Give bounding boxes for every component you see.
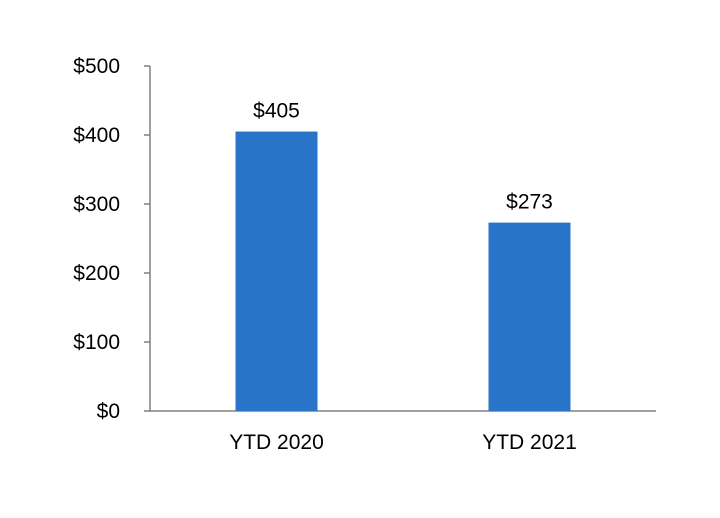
category-labels: YTD 2020 YTD 2021: [229, 431, 577, 454]
y-tick-label: $200: [73, 262, 120, 285]
bar-value-label: $405: [253, 100, 300, 123]
bar: [235, 131, 318, 412]
y-tick-label: $300: [73, 193, 120, 216]
y-tick-label: $100: [73, 331, 120, 354]
x-category-label: YTD 2020: [229, 431, 324, 454]
y-axis: $0 $100 $200 $300 $400 $500: [73, 55, 151, 423]
bars: [235, 131, 571, 412]
bar: [488, 222, 571, 411]
y-tick-label: $400: [73, 124, 120, 147]
x-category-label: YTD 2021: [482, 431, 577, 454]
bar-value-label: $273: [506, 191, 553, 214]
y-tick-label: $500: [73, 55, 120, 78]
data-labels: $405 $273: [253, 100, 553, 214]
y-tick-label: $0: [97, 400, 120, 423]
